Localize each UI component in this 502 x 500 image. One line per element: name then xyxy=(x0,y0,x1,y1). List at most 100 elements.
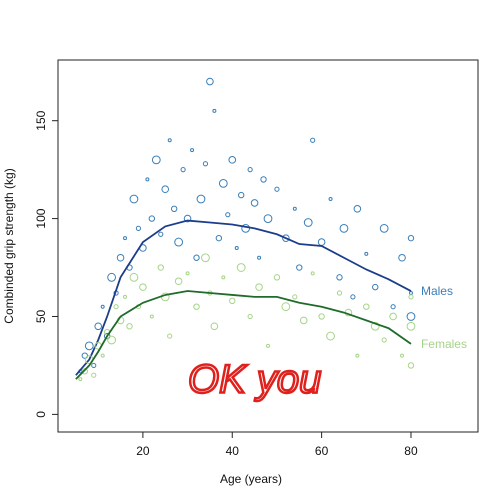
point xyxy=(161,185,170,194)
point xyxy=(326,331,335,341)
smooth-line xyxy=(75,290,412,380)
point xyxy=(78,377,83,382)
point xyxy=(282,234,290,242)
point xyxy=(81,352,89,359)
point xyxy=(202,161,209,167)
point xyxy=(174,277,183,286)
point xyxy=(107,272,117,282)
point xyxy=(406,321,416,331)
point xyxy=(157,264,164,271)
point xyxy=(260,176,267,183)
point xyxy=(185,271,190,276)
point xyxy=(94,322,103,331)
point xyxy=(370,321,380,331)
point xyxy=(170,205,178,213)
point xyxy=(372,283,379,291)
point xyxy=(193,254,200,261)
point xyxy=(126,323,133,330)
point xyxy=(81,368,89,375)
point xyxy=(116,253,125,262)
point xyxy=(407,362,415,369)
point xyxy=(408,290,413,295)
point xyxy=(174,237,184,247)
point xyxy=(237,191,245,199)
point xyxy=(218,178,228,188)
y-axis-label: Combinded grip strength (kg) xyxy=(2,168,16,323)
point xyxy=(336,290,343,296)
point xyxy=(336,274,343,281)
point xyxy=(234,245,239,250)
point xyxy=(274,186,280,192)
x-tick-label: 20 xyxy=(136,444,150,458)
point xyxy=(328,197,333,202)
point xyxy=(247,167,253,173)
point xyxy=(406,312,416,321)
point xyxy=(400,353,405,358)
point xyxy=(236,263,246,272)
y-tick-label: 150 xyxy=(34,110,48,130)
point xyxy=(91,372,97,378)
point xyxy=(201,253,210,263)
point xyxy=(145,177,150,182)
point xyxy=(123,294,128,299)
point xyxy=(257,255,262,260)
point xyxy=(225,212,231,218)
point xyxy=(196,194,206,204)
point xyxy=(210,322,219,331)
point xyxy=(292,206,297,211)
x-tick-label: 80 xyxy=(404,444,418,458)
point xyxy=(339,223,349,233)
point xyxy=(318,313,325,320)
point xyxy=(151,155,161,165)
point xyxy=(228,156,237,164)
point xyxy=(250,199,259,207)
point xyxy=(263,214,273,223)
point xyxy=(149,314,154,319)
handwritten-annotation: OK you xyxy=(188,358,321,402)
point xyxy=(215,234,223,242)
point xyxy=(296,264,303,271)
point xyxy=(350,294,356,300)
point xyxy=(229,297,236,305)
plot-box xyxy=(57,59,479,433)
point xyxy=(100,304,105,309)
point xyxy=(364,251,369,256)
point xyxy=(158,231,164,237)
point xyxy=(408,294,414,300)
point xyxy=(139,283,147,291)
point xyxy=(129,272,139,282)
point xyxy=(310,137,316,143)
point xyxy=(190,148,195,153)
x-axis-label: Age (years) xyxy=(220,472,282,486)
series-label: Females xyxy=(421,337,467,351)
point xyxy=(381,337,387,343)
point xyxy=(123,236,128,241)
point xyxy=(212,108,217,113)
point xyxy=(206,77,214,86)
point xyxy=(129,194,139,204)
point xyxy=(310,271,315,276)
point xyxy=(353,205,362,213)
x-tick-label: 60 xyxy=(315,444,329,458)
point xyxy=(107,335,117,345)
point xyxy=(167,138,172,143)
point xyxy=(299,316,308,325)
y-tick-label: 0 xyxy=(34,411,48,418)
point xyxy=(148,215,156,222)
point xyxy=(183,214,192,223)
x-tick-label: 40 xyxy=(226,444,240,458)
smooth-line xyxy=(75,219,412,376)
point xyxy=(167,333,173,339)
point xyxy=(247,313,253,320)
point xyxy=(398,253,406,262)
point xyxy=(180,167,186,173)
point xyxy=(135,225,142,231)
point xyxy=(355,353,360,358)
point xyxy=(407,234,415,242)
y-tick-label: 50 xyxy=(34,309,48,323)
point xyxy=(363,303,370,310)
point xyxy=(292,294,298,300)
series-label: Males xyxy=(421,284,453,298)
point xyxy=(389,312,397,321)
